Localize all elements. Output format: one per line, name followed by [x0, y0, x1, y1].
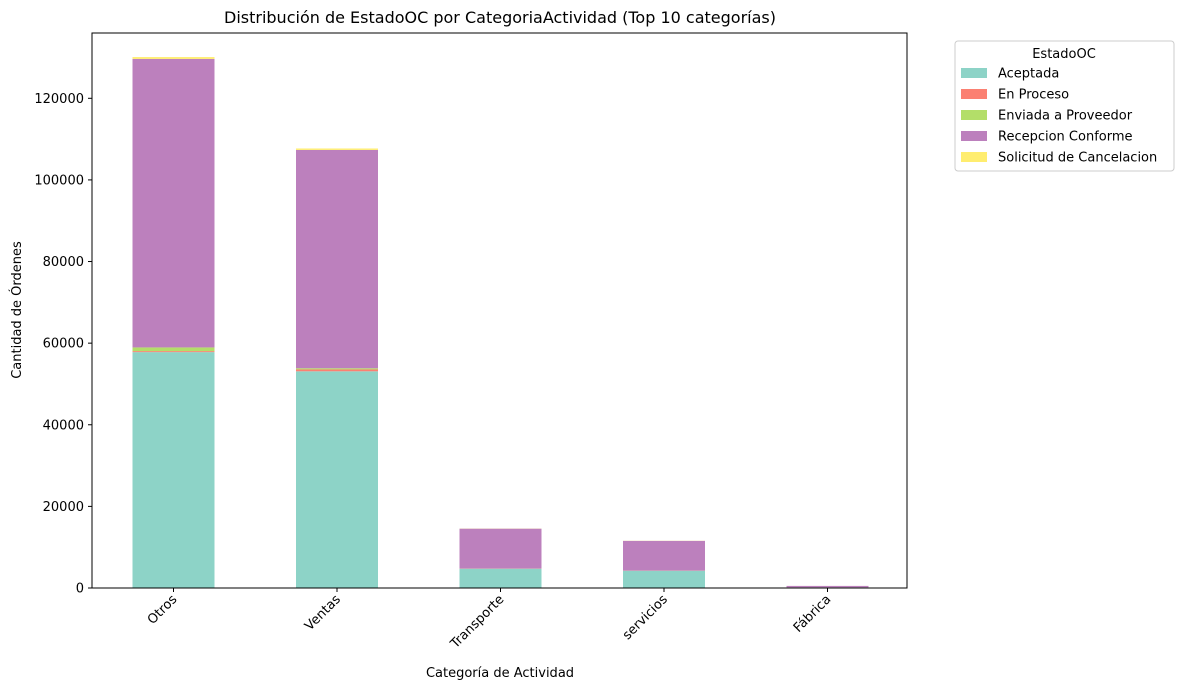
- x-tick-label: Otros: [145, 592, 181, 628]
- bar-ventas-series-0: [296, 371, 378, 588]
- legend-swatch: [961, 68, 987, 78]
- y-tick-label: 80000: [43, 255, 84, 270]
- y-axis: 0 20000 40000 60000 80000 100000 120000: [34, 92, 92, 597]
- legend-swatch: [961, 89, 987, 99]
- y-tick-label: 100000: [34, 173, 84, 188]
- plot-frame: [91, 32, 908, 589]
- bar-ventas-series-1: [296, 369, 378, 372]
- y-axis-label: Cantidad de Órdenes: [9, 241, 25, 379]
- legend-label: Recepcion Conforme: [998, 130, 1133, 145]
- x-axis-label: Categoría de Actividad: [426, 666, 574, 681]
- legend-swatch: [961, 131, 987, 141]
- bar-servicios-series-3: [623, 540, 705, 571]
- x-tick-label: Fábrica: [791, 592, 835, 636]
- legend-frame: [954, 40, 1175, 172]
- bar-otros-series-4: [132, 57, 215, 59]
- bar-transporte-series-0: [459, 568, 542, 588]
- x-tick-label: Ventas: [302, 592, 344, 634]
- bar-otros-series-2: [132, 347, 215, 352]
- legend-label: Aceptada: [998, 67, 1059, 82]
- bar-ventas-series-4: [296, 148, 378, 150]
- bar-servicios-series-0: [623, 570, 705, 588]
- x-tick-label: servicios: [620, 592, 671, 643]
- bar-fábrica-series-3: [786, 585, 869, 588]
- legend-title: EstadoOC: [1032, 47, 1096, 62]
- bar-otros-series-3: [132, 58, 215, 348]
- chart-title: Distribución de EstadoOC por CategoriaAc…: [224, 8, 776, 27]
- x-axis: Otros Ventas Transporte servicios Fábrica: [145, 588, 834, 652]
- legend: EstadoOC Aceptada En Proceso Enviada a Pro…: [954, 40, 1175, 172]
- legend-label: Solicitud de Cancelacion: [998, 151, 1157, 166]
- y-tick-label: 60000: [43, 337, 84, 352]
- y-tick-label: 40000: [43, 418, 84, 433]
- y-tick-label: 0: [76, 582, 84, 597]
- bar-ventas-series-3: [296, 149, 378, 369]
- legend-label: En Proceso: [998, 88, 1069, 103]
- x-tick-label: Transporte: [447, 592, 507, 652]
- legend-swatch: [961, 152, 987, 162]
- bar-transporte-series-3: [459, 528, 542, 569]
- bar-otros-series-1: [132, 351, 215, 353]
- y-tick-label: 20000: [43, 500, 84, 515]
- bar-otros-series-0: [132, 352, 215, 588]
- y-tick-label: 120000: [34, 92, 84, 107]
- bar-ventas-series-2: [296, 368, 378, 370]
- legend-swatch: [961, 110, 987, 120]
- legend-label: Enviada a Proveedor: [998, 109, 1133, 124]
- bars-group: [132, 57, 869, 588]
